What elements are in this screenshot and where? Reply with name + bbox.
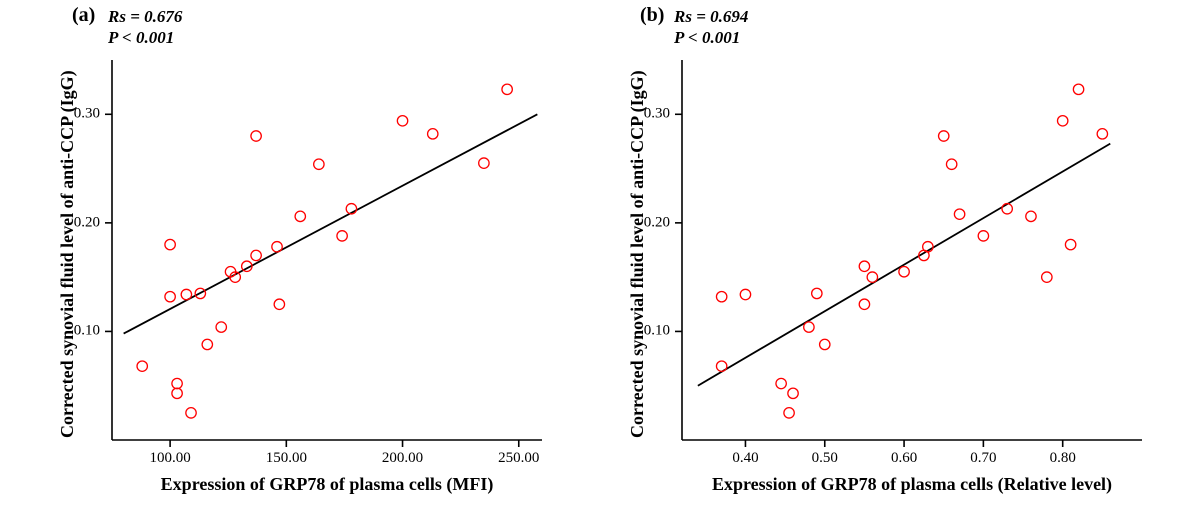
data-point [1026, 211, 1036, 221]
data-point [804, 322, 814, 332]
data-point [946, 159, 956, 169]
fit-line [124, 114, 538, 333]
data-point [251, 131, 261, 141]
stat-rs: Rs = 0.694 [674, 6, 748, 27]
x-tick-label: 0.40 [732, 450, 758, 467]
data-point [788, 388, 798, 398]
data-point [428, 129, 438, 139]
scatter-plot [682, 60, 1142, 440]
x-tick-label: 0.80 [1050, 450, 1076, 467]
x-tick-label: 0.50 [812, 450, 838, 467]
panel-b: (b) Rs = 0.694P < 0.001 0.40 0.50 0.60 0.70 0.… [600, 0, 1200, 512]
panel-stats: Rs = 0.694P < 0.001 [674, 6, 748, 49]
x-tick-label: 200.00 [382, 450, 423, 467]
data-point [776, 378, 786, 388]
stat-rs: Rs = 0.676 [108, 6, 182, 27]
data-point [165, 291, 175, 301]
panel-label: (b) [640, 4, 664, 27]
data-point [397, 116, 407, 126]
data-point [172, 378, 182, 388]
data-point [867, 272, 877, 282]
data-point [899, 267, 909, 277]
data-point [1042, 272, 1052, 282]
stat-p: P < 0.001 [674, 27, 748, 48]
y-axis-label: Corrected synovial fluid level of anti-C… [627, 70, 648, 438]
x-axis-label: Expression of GRP78 of plasma cells (Rel… [712, 474, 1112, 495]
stat-p: P < 0.001 [108, 27, 182, 48]
panel-stats: Rs = 0.676P < 0.001 [108, 6, 182, 49]
data-point [859, 261, 869, 271]
panel-label: (a) [72, 4, 95, 27]
x-tick-label: 150.00 [266, 450, 307, 467]
scatter-plot [112, 60, 542, 440]
data-point [978, 231, 988, 241]
data-point [216, 322, 226, 332]
data-point [181, 289, 191, 299]
panel-a: (a) Rs = 0.676P < 0.001 100.00 150.00 200.00… [0, 0, 600, 512]
figure: (a)Rs = 0.676P < 0.001100.00150.00200.00… [0, 0, 1200, 512]
data-point [274, 299, 284, 309]
data-point [337, 231, 347, 241]
data-point [859, 299, 869, 309]
data-point [740, 289, 750, 299]
data-point [1097, 129, 1107, 139]
data-point [812, 288, 822, 298]
data-point [716, 291, 726, 301]
data-point [820, 339, 830, 349]
data-point [939, 131, 949, 141]
data-point [1065, 239, 1075, 249]
x-tick-label: 0.70 [970, 450, 996, 467]
x-axis-label: Expression of GRP78 of plasma cells (MFI… [161, 474, 494, 495]
data-point [172, 388, 182, 398]
data-point [251, 250, 261, 260]
data-point [1057, 116, 1067, 126]
data-point [784, 408, 794, 418]
data-point [1073, 84, 1083, 94]
data-point [272, 242, 282, 252]
data-point [137, 361, 147, 371]
data-point [186, 408, 196, 418]
data-point [479, 158, 489, 168]
fit-line [698, 144, 1110, 386]
data-point [716, 361, 726, 371]
data-point [502, 84, 512, 94]
data-point [954, 209, 964, 219]
x-tick-label: 250.00 [498, 450, 539, 467]
data-point [314, 159, 324, 169]
data-point [295, 211, 305, 221]
x-tick-label: 100.00 [149, 450, 190, 467]
y-axis-label: Corrected synovial fluid level of anti-C… [57, 70, 78, 438]
x-tick-label: 0.60 [891, 450, 917, 467]
data-point [165, 239, 175, 249]
data-point [202, 339, 212, 349]
